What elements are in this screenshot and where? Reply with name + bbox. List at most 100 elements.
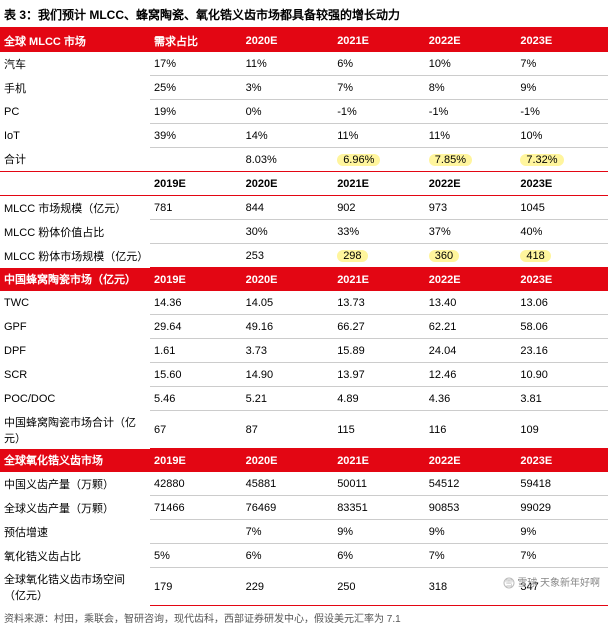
cell: 8.03%	[242, 148, 334, 172]
cell: 7%	[516, 544, 608, 568]
cell: -1%	[516, 100, 608, 124]
col-header: 2023E	[516, 449, 608, 473]
cell: 42880	[150, 472, 242, 496]
cell: 1.61	[150, 339, 242, 363]
section-header	[0, 172, 150, 196]
cell: 17%	[150, 52, 242, 76]
cell: 3%	[242, 76, 334, 100]
cell: 179	[150, 568, 242, 606]
cell: 902	[333, 196, 425, 220]
cell: 33%	[333, 220, 425, 244]
row-label: POC/DOC	[0, 387, 150, 411]
cell: 109	[516, 411, 608, 449]
cell: 49.16	[242, 315, 334, 339]
cell: 7%	[242, 520, 334, 544]
cell: 973	[425, 196, 517, 220]
row-label: 中国义齿产量（万颗）	[0, 472, 150, 496]
cell: 76469	[242, 496, 334, 520]
cell: 23.16	[516, 339, 608, 363]
cell: 6%	[333, 544, 425, 568]
cell: 45881	[242, 472, 334, 496]
row-label: IoT	[0, 124, 150, 148]
cell: 15.89	[333, 339, 425, 363]
cell: 9%	[333, 520, 425, 544]
cell: 3.81	[516, 387, 608, 411]
row-label: MLCC 市场规模（亿元）	[0, 196, 150, 220]
cell: 7%	[425, 544, 517, 568]
cell: 50011	[333, 472, 425, 496]
row-label: MLCC 粉体价值占比	[0, 220, 150, 244]
col-header: 2021E	[333, 172, 425, 196]
cell: 116	[425, 411, 517, 449]
snowball-icon: 雪	[503, 577, 515, 589]
row-label: SCR	[0, 363, 150, 387]
cell: 11%	[242, 52, 334, 76]
cell: 13.40	[425, 291, 517, 315]
row-label: 全球氧化锆义齿市场空间（亿元）	[0, 568, 150, 606]
cell: 253	[242, 244, 334, 268]
row-label: 预估增速	[0, 520, 150, 544]
cell: 5%	[150, 544, 242, 568]
col-header: 2020E	[242, 449, 334, 473]
data-table: 全球 MLCC 市场需求占比2020E2021E2022E2023E汽车17%1…	[0, 29, 608, 606]
cell: 99029	[516, 496, 608, 520]
cell: 54512	[425, 472, 517, 496]
cell: 0%	[242, 100, 334, 124]
svg-text:雪: 雪	[505, 579, 513, 588]
cell: 6%	[333, 52, 425, 76]
col-header: 2020E	[242, 172, 334, 196]
cell: 11%	[425, 124, 517, 148]
cell: 781	[150, 196, 242, 220]
cell: 10.90	[516, 363, 608, 387]
col-header: 2023E	[516, 29, 608, 52]
col-header: 2023E	[516, 172, 608, 196]
cell: 229	[242, 568, 334, 606]
row-label: GPF	[0, 315, 150, 339]
cell: 844	[242, 196, 334, 220]
cell: 7.32%	[516, 148, 608, 172]
cell: 15.60	[150, 363, 242, 387]
table-title: 表 3：我们预计 MLCC、蜂窝陶瓷、氧化锆义齿市场都具备较强的增长动力	[0, 0, 608, 29]
cell: 40%	[516, 220, 608, 244]
cell: 13.73	[333, 291, 425, 315]
cell	[150, 148, 242, 172]
row-label: 氧化锆义齿占比	[0, 544, 150, 568]
cell: 360	[425, 244, 517, 268]
cell: 1045	[516, 196, 608, 220]
cell: 87	[242, 411, 334, 449]
cell: 4.89	[333, 387, 425, 411]
row-label: 汽车	[0, 52, 150, 76]
cell: 67	[150, 411, 242, 449]
cell: 4.36	[425, 387, 517, 411]
col-header: 2022E	[425, 29, 517, 52]
cell: 10%	[516, 124, 608, 148]
cell: 14.90	[242, 363, 334, 387]
cell: 62.21	[425, 315, 517, 339]
col-header: 2019E	[150, 172, 242, 196]
col-header: 2020E	[242, 268, 334, 292]
cell: 71466	[150, 496, 242, 520]
cell: 24.04	[425, 339, 517, 363]
cell: 7.85%	[425, 148, 517, 172]
col-header: 需求占比	[150, 29, 242, 52]
cell: 14%	[242, 124, 334, 148]
cell: 250	[333, 568, 425, 606]
cell: 7%	[516, 52, 608, 76]
cell: 19%	[150, 100, 242, 124]
cell: 10%	[425, 52, 517, 76]
cell: 9%	[516, 520, 608, 544]
cell: 9%	[425, 520, 517, 544]
watermark: 雪雪球 天象新年好啊	[503, 574, 600, 589]
col-header: 2022E	[425, 449, 517, 473]
col-header: 2021E	[333, 449, 425, 473]
cell: 5.21	[242, 387, 334, 411]
cell: 14.05	[242, 291, 334, 315]
row-label: MLCC 粉体市场规模（亿元）	[0, 244, 150, 268]
row-label: 中国蜂窝陶瓷市场合计（亿元）	[0, 411, 150, 449]
col-header: 2021E	[333, 29, 425, 52]
cell	[150, 220, 242, 244]
cell: 66.27	[333, 315, 425, 339]
cell: 90853	[425, 496, 517, 520]
cell: 37%	[425, 220, 517, 244]
col-header: 2019E	[150, 268, 242, 292]
